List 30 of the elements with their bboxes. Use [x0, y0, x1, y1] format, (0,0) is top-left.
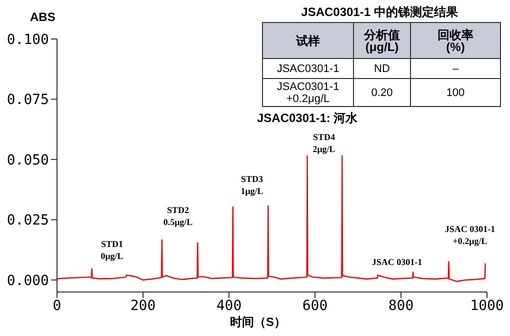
- annotation: –: [451, 62, 460, 74]
- text: JSAC0301-1 中的锑测定结果: [300, 4, 459, 21]
- annotation: STD1 0μg/L: [100, 238, 124, 262]
- annotation: 试样: [294, 34, 321, 48]
- y-tick-label: 0.050: [6, 152, 49, 168]
- y-tick-label: 0.000: [6, 272, 49, 289]
- annotation: STD3 1μg/L: [240, 173, 264, 197]
- annotation: JSAC0301-1 +0.2μg/L: [263, 80, 353, 104]
- x-tick-label: 1000: [470, 298, 504, 314]
- x-tick-label: 600: [302, 298, 328, 314]
- annotation: STD2 0.5μg/L: [163, 204, 193, 228]
- annotation: 回收率 (%): [436, 28, 474, 54]
- x-axis-title: 时间（S）: [230, 314, 286, 331]
- y-tick-label: 0.025: [6, 212, 49, 229]
- x-tick-label: 400: [216, 298, 242, 314]
- annotation: 100: [445, 86, 466, 98]
- annotation: 分析值 (μg/L): [362, 28, 401, 54]
- annotation: JSAC0301-1: 河水: [257, 110, 358, 127]
- x-tick-label: 800: [388, 298, 414, 314]
- y-axis-title: ABS: [30, 10, 56, 24]
- annotation: JSAC 0301-1 +0.2μg/L: [444, 223, 496, 247]
- annotation: JSAC0301-1: [276, 62, 340, 74]
- annotation: 0.20: [370, 86, 394, 98]
- y-tick-label: 0.100: [6, 32, 49, 48]
- annotation: ND: [373, 62, 391, 74]
- x-tick-label: 200: [130, 298, 156, 314]
- x-tick-label: 0: [52, 298, 62, 314]
- annotation: JSAC 0301-1: [372, 256, 422, 268]
- annotation: STD4 2μg/L: [312, 131, 336, 155]
- y-tick-label: 0.075: [6, 92, 49, 108]
